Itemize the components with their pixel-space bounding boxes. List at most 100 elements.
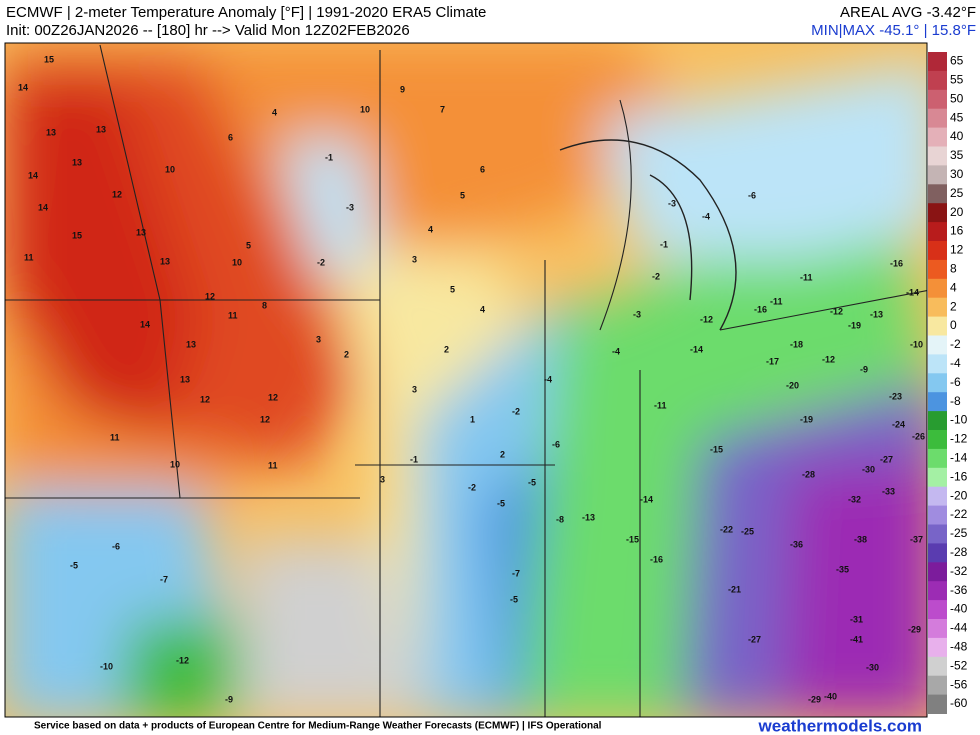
anomaly-label: -14	[640, 494, 653, 504]
colorbar-label: -52	[950, 658, 968, 672]
anomaly-label: 13	[96, 124, 106, 134]
title: ECMWF | 2-meter Temperature Anomaly [°F]…	[6, 4, 486, 21]
colorbar-swatch	[928, 675, 947, 696]
colorbar-label: -16	[950, 469, 968, 483]
anomaly-label: -24	[892, 419, 905, 429]
colorbar-label: -4	[950, 356, 961, 370]
colorbar-swatch	[928, 581, 947, 601]
anomaly-label: 2	[444, 344, 449, 354]
anomaly-label: 15	[72, 230, 82, 240]
colorbar-swatch	[928, 619, 947, 639]
anomaly-label: -16	[754, 304, 767, 314]
anomaly-label: 13	[160, 256, 170, 266]
colorbar-label: -48	[950, 640, 968, 654]
anomaly-label: -5	[528, 477, 536, 487]
anomaly-label: -16	[890, 258, 903, 268]
colorbar-swatch	[928, 505, 947, 525]
map-frame	[4, 42, 928, 718]
colorbar-swatch	[928, 184, 947, 204]
anomaly-label: -40	[824, 691, 837, 701]
anomaly-label: -1	[660, 239, 668, 249]
anomaly-label: -23	[889, 391, 902, 401]
colorbar-label: -20	[950, 488, 968, 502]
colorbar-swatch	[928, 70, 947, 91]
anomaly-label: -25	[741, 526, 754, 536]
anomaly-label: 3	[380, 474, 385, 484]
anomaly-label: -8	[556, 514, 564, 524]
footer-site: weathermodels.com	[758, 716, 922, 735]
colorbar-swatch	[928, 108, 947, 129]
anomaly-label: -4	[702, 211, 710, 221]
anomaly-label: 11	[228, 310, 238, 320]
anomaly-label: -29	[808, 694, 821, 704]
anomaly-label: -21	[728, 584, 741, 594]
anomaly-label: 2	[500, 449, 505, 459]
anomaly-label: -6	[552, 439, 560, 449]
colorbar-swatch	[928, 241, 947, 261]
anomaly-label: 13	[46, 127, 56, 137]
colorbar-label: -44	[950, 621, 968, 635]
anomaly-label: 6	[228, 132, 233, 142]
anomaly-label: 14	[18, 82, 28, 92]
colorbar-swatch	[928, 694, 947, 714]
anomaly-label: -22	[720, 524, 733, 534]
colorbar-swatch	[928, 354, 947, 374]
colorbar-swatch	[928, 203, 947, 223]
colorbar-label: -6	[950, 375, 961, 389]
colorbar-label: -40	[950, 602, 968, 616]
anomaly-label: -2	[652, 271, 660, 281]
anomaly-label: -12	[700, 314, 713, 324]
colorbar-swatch	[928, 278, 947, 299]
anomaly-label: -3	[346, 202, 354, 212]
anomaly-label: -14	[906, 287, 919, 297]
colorbar-swatch	[928, 52, 947, 72]
anomaly-label: 4	[428, 224, 433, 234]
anomaly-label: -12	[830, 306, 843, 316]
anomaly-label: -10	[100, 661, 113, 671]
anomaly-label: 9	[400, 84, 405, 94]
anomaly-label: -13	[870, 309, 883, 319]
anomaly-label: -12	[822, 354, 835, 364]
anomaly-label: -16	[650, 554, 663, 564]
anomaly-label: -3	[633, 309, 641, 319]
min-max: MIN|MAX -45.1° | 15.8°F	[811, 22, 976, 39]
colorbar-label: 35	[950, 148, 964, 162]
colorbar-label: -56	[950, 677, 968, 691]
anomaly-label: -13	[582, 512, 595, 522]
colorbar-swatch	[928, 335, 947, 355]
anomaly-label: -38	[854, 534, 867, 544]
colorbar-label: -60	[950, 696, 968, 710]
colorbar-swatch	[928, 297, 947, 318]
anomaly-label: -7	[160, 574, 168, 584]
anomaly-label: 5	[246, 240, 251, 250]
colorbar-swatch	[928, 524, 947, 544]
anomaly-label: 10	[232, 257, 242, 267]
colorbar-swatch	[928, 146, 947, 166]
anomaly-label: -14	[690, 344, 703, 354]
anomaly-label: -15	[710, 444, 723, 454]
anomaly-label: 11	[110, 432, 120, 442]
anomaly-label: -26	[912, 431, 925, 441]
colorbar-label: -36	[950, 583, 968, 597]
anomaly-label: -15	[626, 534, 639, 544]
anomaly-label: -9	[860, 364, 868, 374]
anomaly-label: -5	[70, 560, 78, 570]
anomaly-label: -2	[512, 406, 520, 416]
colorbar-swatch	[928, 259, 947, 280]
colorbar-swatch	[928, 89, 947, 110]
anomaly-label: -4	[612, 346, 620, 356]
colorbar-label: -32	[950, 564, 968, 578]
anomaly-label: -36	[790, 539, 803, 549]
colorbar-swatch	[928, 562, 947, 582]
anomaly-label: -6	[112, 541, 120, 551]
anomaly-label: -2	[468, 482, 476, 492]
anomaly-label: 11	[268, 460, 278, 470]
anomaly-label: -5	[510, 594, 518, 604]
colorbar-label: -25	[950, 526, 968, 540]
colorbar-label: 8	[950, 262, 957, 276]
anomaly-label: -30	[866, 662, 879, 672]
anomaly-label: 1	[470, 414, 475, 424]
colorbar-label: 25	[950, 186, 964, 200]
anomaly-label: 10	[360, 104, 370, 114]
colorbar-label: -28	[950, 545, 968, 559]
